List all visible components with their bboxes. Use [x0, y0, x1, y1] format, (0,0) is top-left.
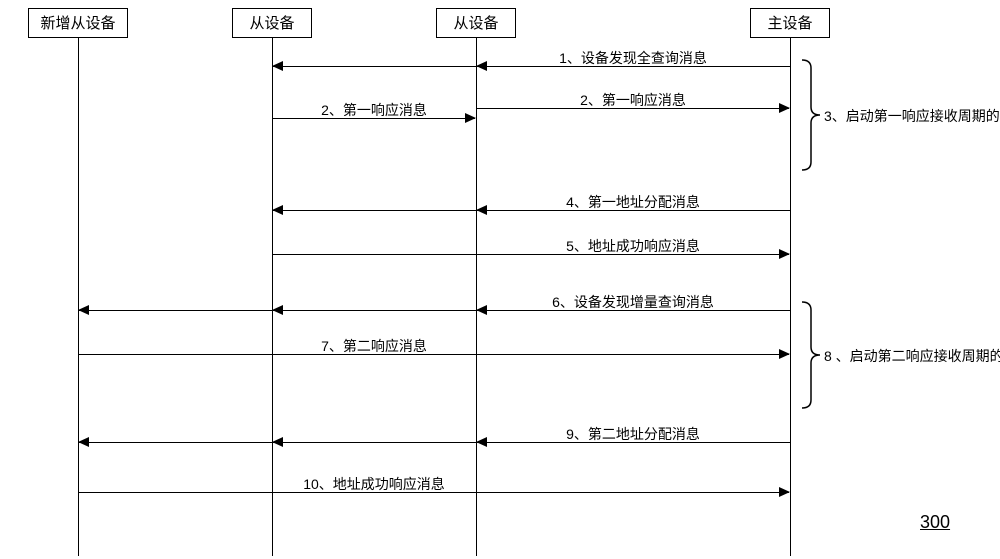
message-label: 2、第一响应消息: [476, 90, 790, 110]
participant-p_new: 新增从设备: [28, 8, 128, 38]
participant-p_master: 主设备: [750, 8, 830, 38]
message-label: 7、第二响应消息: [272, 336, 476, 356]
arrow-head: [272, 61, 283, 71]
lifeline-p_new: [78, 38, 79, 556]
brace: [800, 300, 822, 410]
figure-number: 300: [920, 512, 950, 533]
message-label: 4、第一地址分配消息: [476, 192, 790, 212]
arrow-head: [779, 349, 790, 359]
message-label: 1、设备发现全查询消息: [476, 48, 790, 68]
arrow-head-passthrough: [272, 305, 283, 315]
message-label: 2、第一响应消息: [272, 100, 476, 120]
arrow-head: [78, 437, 89, 447]
message-label: 10、地址成功响应消息: [272, 474, 476, 494]
lifeline-p_master: [790, 38, 791, 556]
participant-p_slave2: 从设备: [436, 8, 516, 38]
arrow-head: [78, 305, 89, 315]
brace: [800, 58, 822, 172]
message-label: 6、设备发现增量查询消息: [476, 292, 790, 312]
arrow-head: [272, 205, 283, 215]
message-label: 5、地址成功响应消息: [476, 236, 790, 256]
brace-label: 3、启动第一响应接收周期的计时: [824, 106, 1000, 126]
arrow-head: [779, 487, 790, 497]
brace-label: 8 、启动第二响应接收周期的计时: [824, 346, 1000, 366]
participant-p_slave1: 从设备: [232, 8, 312, 38]
arrow-head-passthrough: [272, 437, 283, 447]
message-label: 9、第二地址分配消息: [476, 424, 790, 444]
